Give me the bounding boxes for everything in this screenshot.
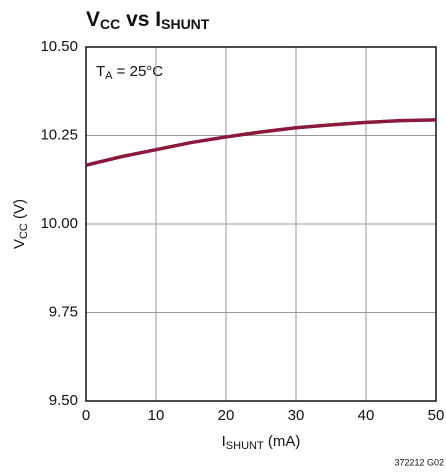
data-line [85,118,437,167]
x-axis-label: ISHUNT (mA) [222,433,301,452]
title-part: SHUNT [161,16,210,32]
title-part: V [86,8,100,31]
annotation-part: = 25°C [113,63,164,80]
y-tick-label: 10.25 [40,126,78,143]
label-part: (mA) [264,433,301,450]
label-part: (V) [11,199,28,223]
x-tick-label: 40 [358,407,375,424]
x-tick-label: 0 [82,407,90,424]
label-part: I [222,433,226,450]
y-axis-label: VCC (V) [11,199,30,249]
plot-frame [85,46,437,402]
x-tick-label: 10 [148,407,165,424]
footnote: 372212 G02 [394,457,444,467]
y-tick-label: 10.00 [40,215,78,232]
label-part: V [11,239,28,249]
label-part: CC [18,223,30,239]
y-tick-label: 9.50 [49,392,78,409]
title-part: CC [100,16,120,32]
title-part: vs I [120,8,161,31]
x-tick-label: 20 [218,407,235,424]
x-tick-label: 50 [428,407,445,424]
chart-title: VCC vs ISHUNT [86,8,210,32]
y-tick-label: 10.50 [40,38,78,55]
label-part: SHUNT [226,440,264,452]
annotation-part: A [105,70,113,82]
annotation: TA = 25°C [96,63,163,82]
y-tick-label: 9.75 [49,303,78,320]
annotation-part: T [96,63,105,80]
x-tick-label: 30 [288,407,305,424]
